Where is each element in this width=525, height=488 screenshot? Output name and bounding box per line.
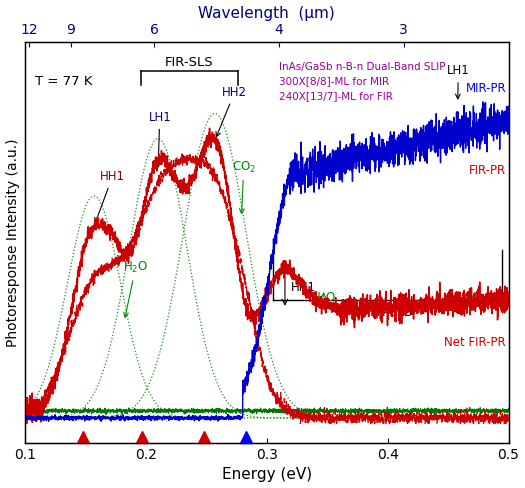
Text: HH2: HH2: [216, 86, 247, 137]
Text: InAs/GaSb n-B-n Dual-Band SLIP
300X[8/8]-ML for MIR
240X[13/7]-ML for FIR: InAs/GaSb n-B-n Dual-Band SLIP 300X[8/8]…: [279, 61, 445, 102]
Text: FIR-PR: FIR-PR: [469, 164, 506, 178]
X-axis label: Wavelength  (μm): Wavelength (μm): [198, 5, 335, 20]
X-axis label: Energy (eV): Energy (eV): [222, 468, 312, 483]
Text: H$_2$O: H$_2$O: [123, 260, 148, 317]
Text: FIR-SLS: FIR-SLS: [165, 56, 214, 69]
Text: T = 77 K: T = 77 K: [35, 75, 92, 88]
Y-axis label: Photoresponse Intensity (a.u.): Photoresponse Intensity (a.u.): [6, 138, 19, 347]
Text: HH1: HH1: [95, 170, 125, 223]
Text: H$_2$O: H$_2$O: [311, 290, 336, 305]
Text: MIR-SLS: MIR-SLS: [363, 306, 413, 319]
Text: Net FIR-PR: Net FIR-PR: [445, 336, 506, 349]
Text: LH1: LH1: [447, 64, 470, 99]
Text: LH1: LH1: [149, 111, 171, 167]
Text: CO$_2$: CO$_2$: [463, 290, 487, 305]
Text: MIR-PR: MIR-PR: [466, 82, 506, 95]
Text: HH1: HH1: [291, 281, 316, 294]
Text: CO$_2$: CO$_2$: [232, 160, 256, 213]
